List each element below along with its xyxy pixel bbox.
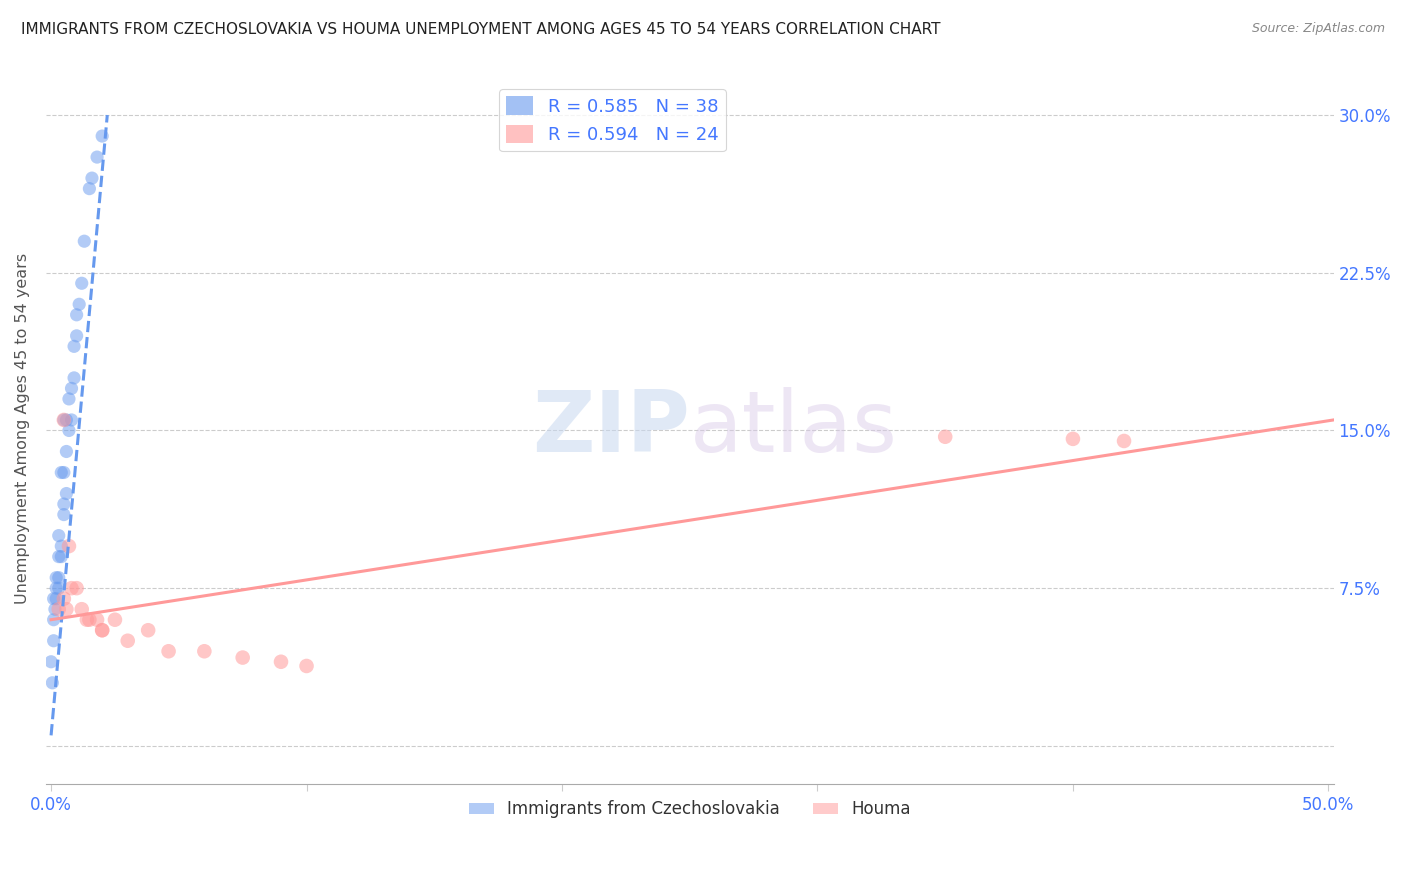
Point — [1062, 432, 1084, 446]
Point — [45, 581, 67, 595]
Point — [232, 650, 254, 665]
Point — [66, 581, 89, 595]
Point — [39, 655, 62, 669]
Point — [295, 659, 318, 673]
Point — [58, 424, 80, 438]
Text: IMMIGRANTS FROM CZECHOSLOVAKIA VS HOUMA UNEMPLOYMENT AMONG AGES 45 TO 54 YEARS C: IMMIGRANTS FROM CZECHOSLOVAKIA VS HOUMA … — [21, 22, 941, 37]
Point — [45, 571, 67, 585]
Point — [52, 591, 75, 606]
Point — [63, 371, 86, 385]
Point — [55, 413, 77, 427]
Point — [80, 171, 103, 186]
Legend: Immigrants from Czechoslovakia, Houma: Immigrants from Czechoslovakia, Houma — [463, 794, 918, 825]
Point — [51, 549, 73, 564]
Point — [157, 644, 180, 658]
Point — [79, 613, 101, 627]
Point — [52, 497, 75, 511]
Point — [52, 466, 75, 480]
Point — [63, 339, 86, 353]
Point — [70, 277, 93, 291]
Y-axis label: Unemployment Among Ages 45 to 54 years: Unemployment Among Ages 45 to 54 years — [15, 252, 30, 604]
Point — [117, 633, 139, 648]
Point — [60, 381, 83, 395]
Point — [44, 602, 66, 616]
Point — [60, 581, 83, 595]
Point — [86, 613, 108, 627]
Point — [79, 181, 101, 195]
Point — [270, 655, 292, 669]
Point — [91, 624, 114, 638]
Point — [1112, 434, 1135, 448]
Point — [193, 644, 215, 658]
Point — [42, 591, 65, 606]
Point — [60, 413, 83, 427]
Point — [52, 508, 75, 522]
Point — [136, 624, 159, 638]
Point — [55, 602, 77, 616]
Point — [48, 602, 70, 616]
Point — [91, 624, 114, 638]
Text: ZIP: ZIP — [531, 387, 690, 470]
Point — [51, 466, 73, 480]
Point — [48, 549, 70, 564]
Point — [41, 675, 63, 690]
Point — [45, 591, 67, 606]
Point — [48, 528, 70, 542]
Point — [73, 234, 96, 248]
Point — [51, 539, 73, 553]
Point — [67, 297, 90, 311]
Point — [48, 571, 70, 585]
Point — [104, 613, 127, 627]
Point — [58, 539, 80, 553]
Point — [58, 392, 80, 406]
Point — [42, 613, 65, 627]
Point — [76, 613, 98, 627]
Point — [70, 602, 93, 616]
Point — [55, 444, 77, 458]
Point — [42, 633, 65, 648]
Point — [48, 581, 70, 595]
Point — [66, 328, 89, 343]
Point — [91, 129, 114, 144]
Text: Source: ZipAtlas.com: Source: ZipAtlas.com — [1251, 22, 1385, 36]
Text: atlas: atlas — [690, 387, 898, 470]
Point — [66, 308, 89, 322]
Point — [55, 486, 77, 500]
Point — [934, 430, 956, 444]
Point — [52, 413, 75, 427]
Point — [86, 150, 108, 164]
Point — [52, 413, 75, 427]
